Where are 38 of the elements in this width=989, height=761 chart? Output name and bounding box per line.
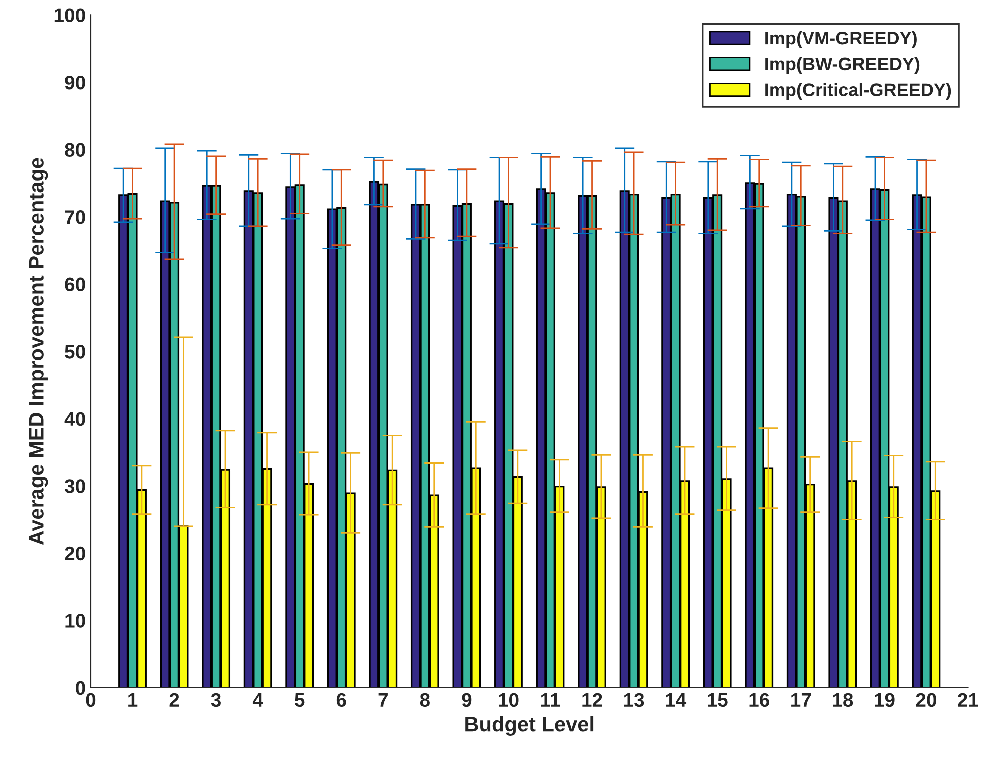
x-tick-label: 19 <box>875 693 895 708</box>
x-tick-label: 14 <box>666 694 687 707</box>
x-tick-label: 5 <box>295 694 305 708</box>
x-tick-label: 0 <box>86 693 96 708</box>
x-tick-label: 18 <box>833 693 854 708</box>
x-tick-label: 10 <box>499 693 519 708</box>
y-tick-label: 60 <box>65 278 86 292</box>
x-axis-title: Budget Level <box>466 716 594 736</box>
x-tick-label: 2 <box>170 693 180 707</box>
x-tick-label: 1 <box>128 694 138 707</box>
x-tick-label: 6 <box>336 693 346 708</box>
x-tick-label: 7 <box>378 694 388 707</box>
x-tick-label: 16 <box>750 693 770 708</box>
x-tick-label: 15 <box>708 694 728 708</box>
legend-label: Imp(VM-GREEDY) <box>766 31 917 48</box>
y-tick-label: 50 <box>65 345 86 359</box>
legend-label: Imp(BW-GREEDY) <box>766 57 920 74</box>
x-tick-label: 4 <box>252 694 264 707</box>
y-tick-label: 90 <box>65 76 86 90</box>
x-tick-label: 20 <box>916 693 936 708</box>
x-tick-label: 3 <box>211 693 222 708</box>
x-tick-label: 17 <box>792 694 812 707</box>
y-tick-label: 40 <box>64 412 86 426</box>
y-tick-label: 70 <box>65 210 86 224</box>
x-tick-label: 21 <box>958 693 979 707</box>
y-tick-label: 0 <box>76 681 86 696</box>
x-tick-label: 13 <box>624 693 644 708</box>
y-tick-label: 100 <box>54 8 86 22</box>
x-tick-label: 9 <box>462 693 472 708</box>
y-tick-label: 10 <box>66 614 86 628</box>
x-tick-label: 12 <box>582 693 602 707</box>
legend-label: Imp(Critical-GREEDY) <box>766 83 952 100</box>
y-tick-label: 30 <box>64 480 86 494</box>
x-tick-label: 8 <box>420 693 430 708</box>
y-axis-title: Average MED Improvement Percentage <box>29 158 48 546</box>
y-tick-label: 80 <box>65 143 86 157</box>
x-tick-label: 11 <box>541 694 560 707</box>
y-tick-label: 20 <box>65 546 86 561</box>
